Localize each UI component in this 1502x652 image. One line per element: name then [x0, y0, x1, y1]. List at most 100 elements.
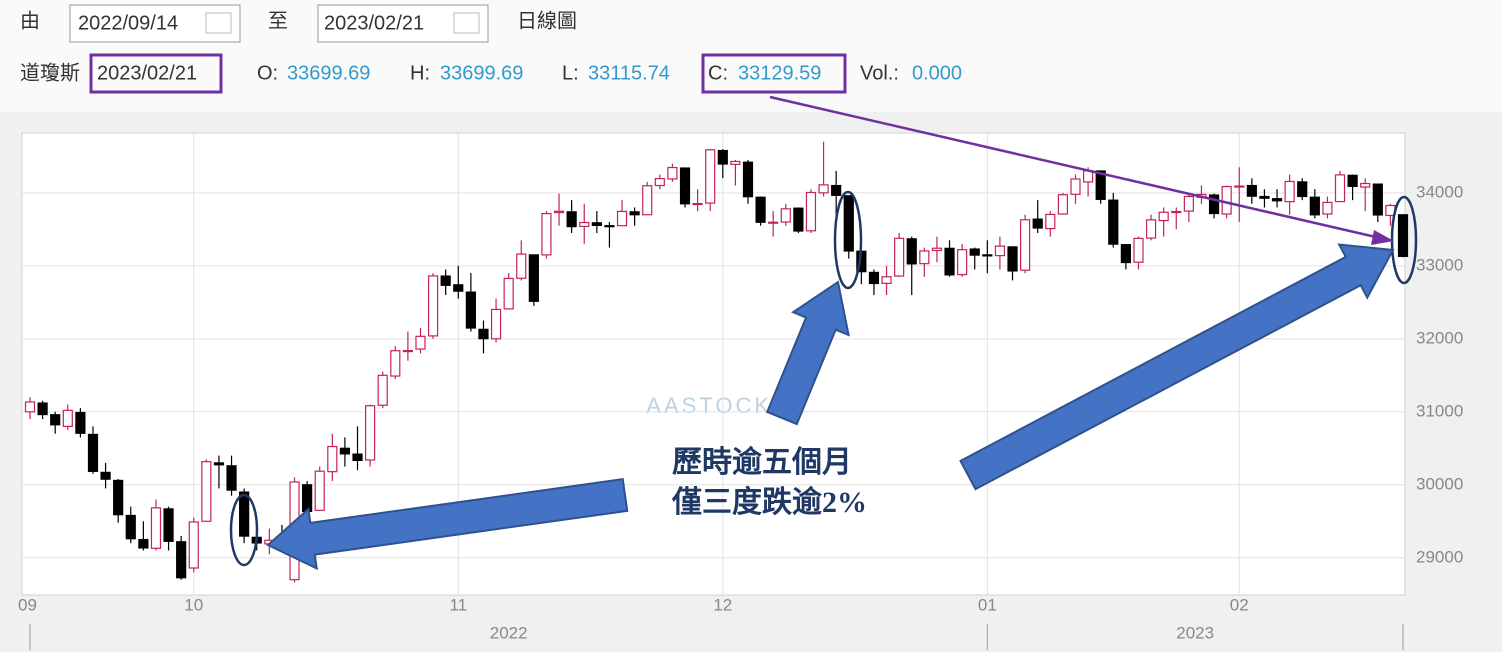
- candle-body: [982, 254, 993, 257]
- candle-body: [931, 247, 943, 252]
- candle-body: [1322, 201, 1333, 215]
- quote-label: L:: [562, 62, 579, 84]
- candle-body: [553, 210, 565, 214]
- quote-value: 33115.74: [588, 62, 670, 84]
- candle-body: [453, 284, 464, 292]
- candle-body: [1309, 196, 1320, 216]
- candle-body: [843, 195, 854, 252]
- candle-body: [1271, 198, 1283, 202]
- candle-body: [226, 465, 237, 491]
- candle-body: [969, 248, 980, 256]
- candle-body: [478, 328, 489, 340]
- candle-body: [62, 409, 73, 428]
- quote-value: 33699.69: [440, 62, 523, 84]
- candle-body: [742, 161, 754, 198]
- candle-body: [667, 166, 678, 180]
- x-tick-label: 10: [184, 595, 203, 614]
- candle-body: [339, 447, 351, 455]
- block-arrow: [266, 478, 629, 571]
- candle-body: [579, 221, 590, 228]
- block-arrow: [765, 280, 850, 426]
- quote-value: 0.000: [912, 62, 962, 84]
- pointer-head: [1371, 230, 1394, 245]
- x-tick-label: 12: [713, 595, 732, 614]
- highlight-ellipse: [229, 493, 259, 567]
- candle-body: [831, 184, 842, 196]
- from-date: 2022/09/14: [78, 12, 178, 34]
- candle-body: [1284, 180, 1295, 203]
- candle-body: [239, 491, 250, 537]
- from-label: 由: [20, 9, 40, 32]
- candle-body: [1032, 218, 1043, 229]
- candle-body: [1234, 185, 1245, 188]
- candle-body: [705, 149, 716, 204]
- candle-body: [566, 211, 577, 228]
- candle-body: [793, 207, 804, 232]
- candle-body: [994, 245, 1006, 257]
- candle-body: [541, 212, 552, 256]
- candle-body: [1171, 210, 1182, 214]
- candle-body: [818, 184, 829, 194]
- candle-body: [755, 196, 766, 223]
- quote-label: O:: [257, 62, 278, 84]
- candle-body: [1070, 178, 1081, 195]
- candle-body: [402, 349, 413, 353]
- candle-body: [780, 208, 791, 223]
- candle-body: [1208, 194, 1220, 215]
- pointer-line: [769, 95, 1381, 240]
- candle-body: [113, 479, 124, 516]
- candle-body: [1120, 244, 1131, 264]
- calendar-icon[interactable]: [453, 12, 480, 34]
- view-type[interactable]: 日線圖: [517, 9, 577, 32]
- candle-body: [465, 291, 476, 329]
- candle-body: [176, 541, 187, 579]
- calendar-icon[interactable]: [205, 12, 232, 34]
- candle-body: [591, 222, 602, 226]
- candle-body: [881, 276, 892, 284]
- candle-body: [730, 160, 741, 165]
- x-tick-label: 09: [18, 595, 37, 614]
- candle-body: [201, 461, 212, 522]
- candle-body: [1347, 174, 1358, 187]
- candle-body: [768, 221, 779, 224]
- candle-body: [642, 185, 653, 216]
- candle-body: [906, 238, 917, 265]
- x-tick-label: 01: [978, 595, 997, 614]
- candle-body: [1045, 213, 1056, 230]
- candle-body: [37, 402, 48, 416]
- candle-body: [377, 374, 388, 406]
- candle-body: [1095, 170, 1106, 200]
- candle-body: [390, 350, 401, 377]
- candle-body: [75, 411, 86, 434]
- candle-body: [1108, 199, 1119, 245]
- x-tick-label: 02: [1230, 595, 1249, 614]
- x-tick-label: 11: [449, 595, 467, 614]
- y-tick-label: 30000: [1416, 474, 1463, 493]
- to-date: 2023/02/21: [324, 12, 424, 34]
- candle-body: [365, 405, 376, 461]
- candle-body: [188, 521, 199, 569]
- candle-body: [1372, 183, 1383, 216]
- candle-body: [919, 250, 930, 265]
- candle-body: [314, 470, 325, 511]
- candle-body: [163, 508, 174, 542]
- candle-body: [679, 167, 691, 205]
- annotation-text: 歷時逾五個月: [672, 446, 852, 479]
- candle-body: [1297, 181, 1308, 198]
- quote-value: 33699.69: [287, 62, 370, 84]
- candle-body: [1133, 237, 1144, 263]
- plot: AASTOCKS 29000 30000 31000 32000 33000 34000 09…: [18, 133, 1463, 650]
- highlight-box: [701, 53, 847, 94]
- candle-body: [327, 445, 338, 473]
- candle-body: [490, 308, 502, 340]
- candle-body: [50, 414, 61, 426]
- candle-body: [427, 275, 439, 337]
- y-tick-label: 33000: [1416, 255, 1463, 274]
- candle-body: [125, 514, 136, 540]
- candle-body: [1246, 184, 1257, 197]
- candle-body: [100, 471, 111, 480]
- candle-body: [1158, 211, 1169, 222]
- candle-body: [516, 253, 527, 279]
- quote-row: O: 33699.69 H: 33699.69 L: 33115.74 C: 33129.59…: [257, 62, 962, 84]
